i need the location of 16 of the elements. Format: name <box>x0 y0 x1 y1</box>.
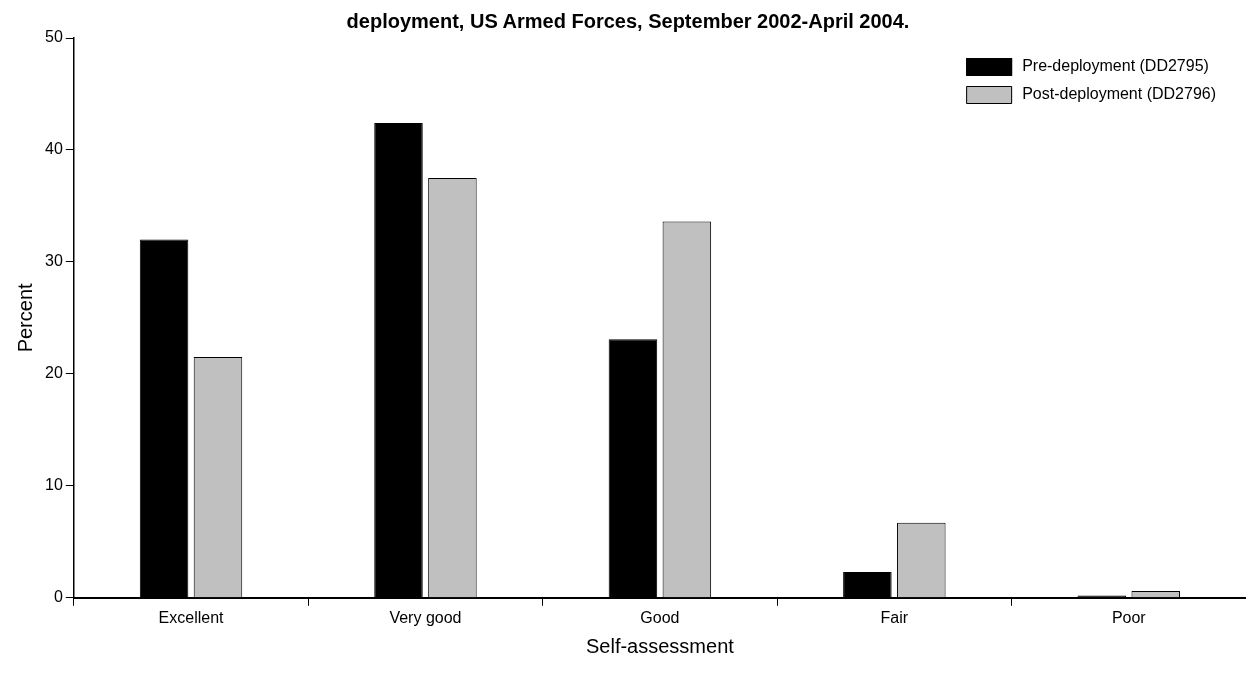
y-tick-label: 10 <box>45 476 63 494</box>
y-tick-label: 0 <box>53 588 63 606</box>
legend-label: Pre-deployment (DD2795) <box>1022 57 1209 75</box>
x-tick-label: Very good <box>389 608 462 626</box>
y-tick-label: 20 <box>45 364 63 382</box>
x-axis-title: Self-assessment <box>585 634 735 657</box>
chart-title: deployment, US Armed Forces, September 2002-April 2004. <box>346 9 910 32</box>
x-tick-label: Good <box>640 608 680 626</box>
x-tick-label: Excellent <box>158 608 225 626</box>
y-axis-title: Percent <box>13 283 36 353</box>
y-tick-label: 40 <box>45 140 63 158</box>
y-tick-label: 30 <box>45 252 63 270</box>
x-tick-label: Poor <box>1111 608 1147 626</box>
y-tick-label: 50 <box>45 28 63 46</box>
x-tick-label: Fair <box>880 608 909 626</box>
legend-label: Post-deployment (DD2796) <box>1022 85 1217 103</box>
